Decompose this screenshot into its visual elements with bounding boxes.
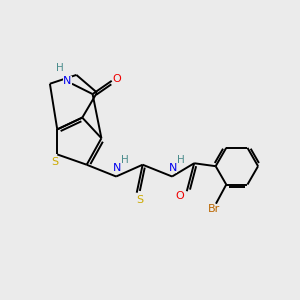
- Text: N: N: [112, 163, 121, 173]
- Text: N: N: [63, 76, 72, 86]
- Text: Br: Br: [208, 204, 220, 214]
- Text: O: O: [112, 74, 122, 84]
- Text: H: H: [56, 63, 64, 74]
- Text: O: O: [175, 190, 184, 201]
- Text: N: N: [169, 163, 177, 173]
- Text: H: H: [177, 155, 185, 165]
- Text: S: S: [51, 158, 58, 167]
- Text: S: S: [136, 195, 143, 205]
- Text: H: H: [121, 155, 129, 165]
